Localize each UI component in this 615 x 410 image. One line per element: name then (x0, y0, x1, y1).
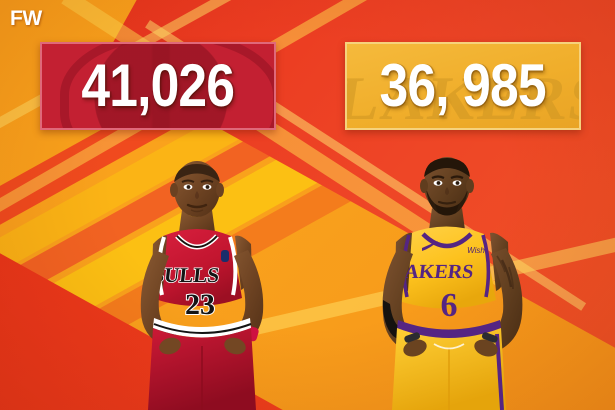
left-score-value: 41,026 (81, 52, 236, 119)
left-score-panel: 41,026 (40, 42, 276, 130)
fw-logo: FW (10, 7, 42, 30)
svg-text:23: 23 (185, 288, 215, 321)
michael-jordan-illustration: BULLS 23 (140, 161, 264, 410)
player-michael-jordan: BULLS 23 (118, 158, 286, 410)
lebron-james-illustration: Wish LAKERS 6 (382, 157, 523, 410)
svg-text:LAKERS: LAKERS (390, 261, 475, 283)
svg-text:6: 6 (441, 287, 458, 324)
svg-text:Wish: Wish (467, 246, 485, 255)
right-score-panel: LAKERS 36, 985 (345, 42, 581, 130)
player-lebron-james: Wish LAKERS 6 (360, 152, 544, 410)
right-score-value: 36, 985 (379, 52, 547, 119)
